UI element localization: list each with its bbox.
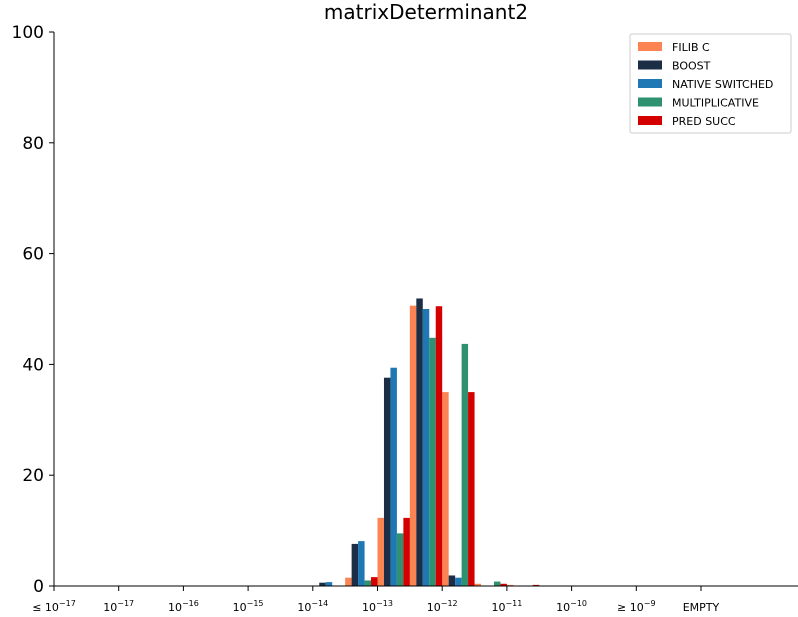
x-tick-label-10: EMPTY	[683, 601, 720, 614]
bar-series-3-bin-0	[364, 580, 372, 586]
x-tick-label-4: 10−14	[297, 599, 328, 614]
y-tick-label-0: 0	[33, 577, 44, 597]
legend-label-0: FILIB C	[672, 41, 710, 54]
bar-series-4-bin-1	[403, 517, 410, 586]
bar-series-4-bin-2	[435, 306, 443, 586]
bar-series-2-bin-2	[390, 367, 397, 586]
bar-series-2-bin-4	[455, 577, 462, 586]
bar-series-2-bin-1	[358, 541, 365, 586]
bar-series-4-bin-5	[532, 584, 540, 586]
bar-series-1-bin-4	[448, 575, 456, 586]
bar-series-1-bin-0	[319, 582, 326, 586]
legend-swatch-1	[638, 60, 662, 70]
y-tick-label-5: 100	[12, 23, 44, 43]
legend-label-3: MULTIPLICATIVE	[672, 97, 759, 110]
bars-group	[319, 298, 540, 586]
x-tick-label-7: 10−11	[491, 599, 522, 614]
y-tick-label-4: 80	[22, 134, 44, 154]
bar-series-3-bin-2	[429, 337, 436, 586]
bar-series-4-bin-0	[371, 577, 378, 586]
x-tick-label-1: 10−17	[103, 599, 134, 614]
y-ticks: 0 20 40 60 80 100	[12, 23, 54, 597]
x-tick-label-2: 10−16	[168, 599, 199, 614]
legend-box	[629, 33, 792, 134]
bar-series-0-bin-2	[409, 305, 417, 586]
bar-series-0-bin-0	[345, 577, 352, 586]
bar-series-1-bin-1	[351, 543, 359, 586]
bar-series-0-bin-5	[506, 584, 514, 586]
x-tick-label-3: 10−15	[233, 599, 264, 614]
x-tick-label-0: ≤ 10−17	[32, 599, 76, 614]
bar-series-3-bin-1	[396, 533, 404, 586]
bar-series-4-bin-4	[500, 583, 507, 586]
y-tick-label-2: 40	[22, 355, 44, 375]
chart-title: matrixDeterminant2	[324, 0, 528, 24]
bar-series-0-bin-1	[377, 517, 384, 586]
bar-series-4-bin-3	[468, 392, 475, 586]
bar-series-1-bin-3	[416, 298, 423, 586]
legend: FILIB C BOOST NATIVE SWITCHED MULTIPLICATIV…	[629, 33, 792, 134]
legend-swatch-3	[638, 97, 662, 107]
bar-series-0-bin-4	[474, 583, 482, 586]
legend-swatch-4	[638, 116, 662, 125]
x-ticks: ≤ 10−17 10−17 10−16 10−15 10−14 10−13 10−12 10−…	[32, 586, 720, 614]
legend-label-2: NATIVE SWITCHED	[672, 78, 773, 91]
x-tick-label-9: ≥ 10−9	[617, 599, 656, 614]
bar-series-2-bin-3	[422, 309, 430, 586]
bar-series-0-bin-3	[442, 392, 449, 586]
x-tick-label-5: 10−13	[362, 599, 393, 614]
y-tick-label-1: 20	[22, 466, 44, 486]
legend-label-4: PRED SUCC	[672, 115, 736, 128]
legend-swatch-0	[638, 42, 662, 51]
x-tick-label-8: 10−10	[556, 599, 587, 614]
bar-series-2-bin-0	[325, 582, 333, 586]
bar-series-3-bin-3	[461, 343, 469, 586]
bar-series-3-bin-4	[493, 581, 501, 586]
x-tick-label-6: 10−12	[427, 599, 458, 614]
y-tick-label-3: 60	[22, 245, 44, 265]
bar-series-1-bin-2	[383, 377, 391, 586]
legend-swatch-2	[638, 79, 662, 88]
legend-label-1: BOOST	[672, 60, 711, 73]
